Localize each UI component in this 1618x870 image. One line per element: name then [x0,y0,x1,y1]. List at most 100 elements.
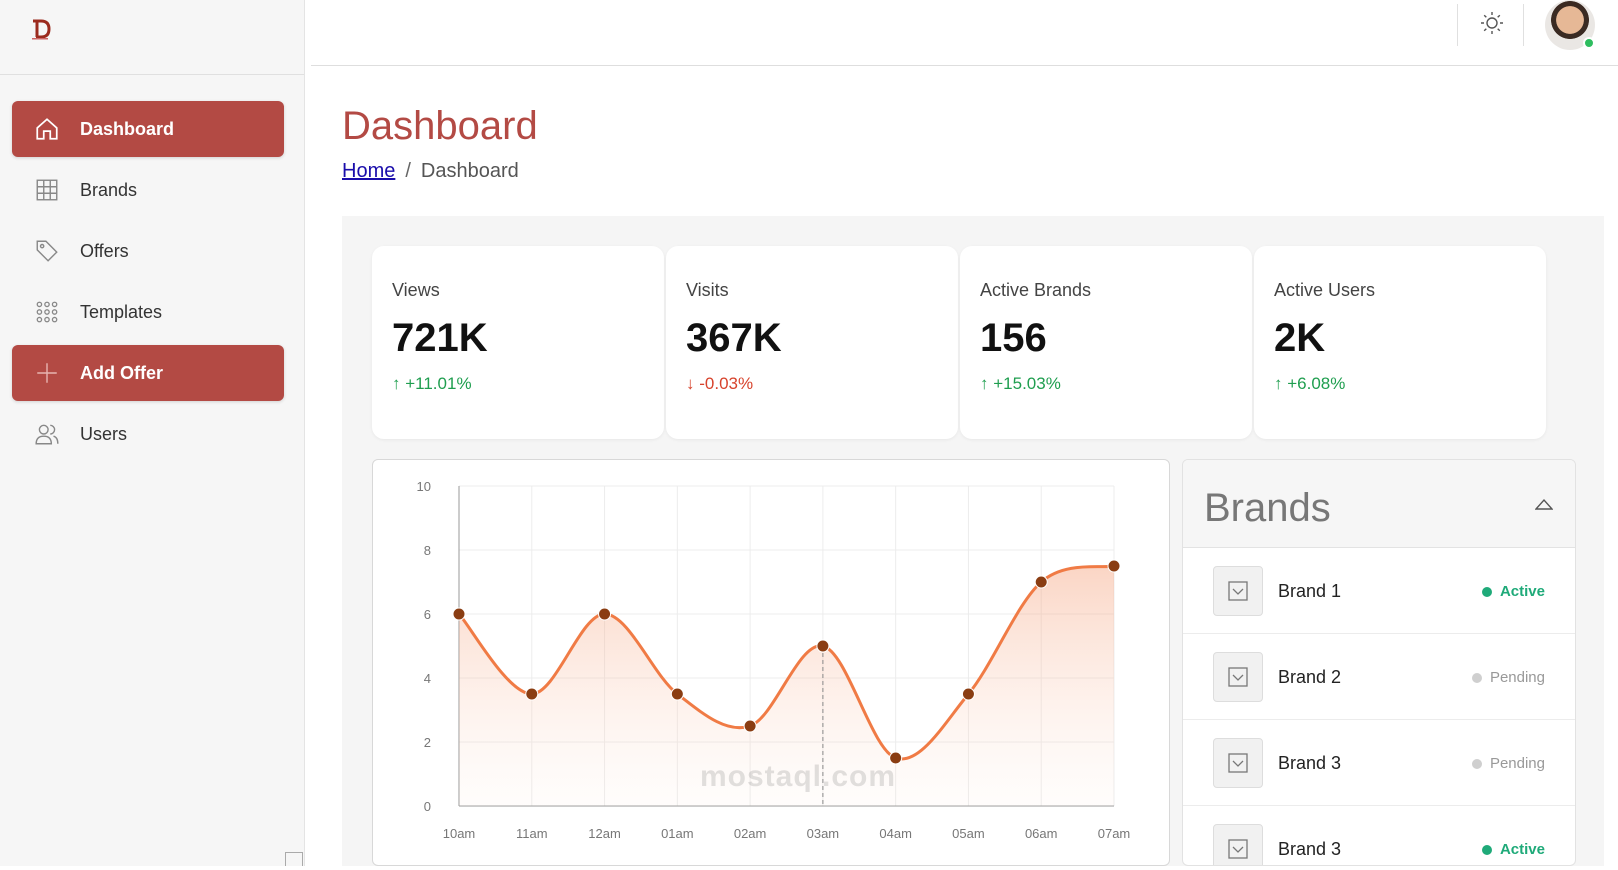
brands-panel: Brands Brand 1 Active Brand 2 Pending Brand … [1182,459,1576,866]
stat-card-visits: Visits 367K ↓ -0.03% [666,246,958,439]
header-divider [1523,4,1524,46]
arrow-up-icon: ↑ [1274,374,1283,393]
status-badge: Active [1481,841,1545,858]
brands-panel-header[interactable]: Brands [1183,460,1575,548]
sidebar-item-templates[interactable]: Templates [12,284,284,340]
status-badge: Pending [1471,669,1545,686]
y-tick-label: 10 [417,479,431,494]
stat-label: Views [392,280,440,300]
brand-logo[interactable] [30,18,52,42]
y-tick-label: 0 [424,799,431,814]
brand-row[interactable]: Brand 3 Pending [1183,720,1575,806]
page-title: Dashboard [342,104,538,148]
brands-list: Brand 1 Active Brand 2 Pending Brand 3 Pendin… [1183,548,1575,865]
x-tick-label: 12am [588,826,621,841]
data-point [525,687,539,701]
sidebar-item-add-offer[interactable]: Add Offer [12,345,284,401]
breadcrumb: Home / Dashboard [342,160,519,183]
stat-change: ↓ -0.03% [686,374,754,393]
arrow-up-icon: ↑ [392,374,401,393]
stat-card-views: Views 721K ↑ +11.01% [372,246,664,439]
sun-icon[interactable] [1479,10,1505,36]
users-icon [34,421,60,447]
chevron-down-icon [1228,581,1248,601]
online-status-dot [1583,37,1595,49]
status-label: Pending [1489,755,1545,772]
data-point [743,719,757,733]
breadcrumb-separator: / [405,160,411,182]
x-tick-label: 04am [879,826,912,841]
arrow-up-icon: ↑ [980,374,989,393]
stat-label: Visits [686,280,729,300]
dots-grid-icon [34,299,60,325]
chevron-down-icon [1228,667,1248,687]
stat-card-active-brands: Active Brands 156 ↑ +15.03% [960,246,1252,439]
sidebar-item-users[interactable]: Users [12,406,284,462]
brand-row[interactable]: Brand 1 Active [1183,548,1575,634]
sidebar-item-label: Add Offer [80,362,163,383]
brands-panel-title: Brands [1204,486,1331,530]
arrow-down-icon: ↓ [686,374,695,393]
stat-card-active-users: Active Users 2K ↑ +6.08% [1254,246,1546,439]
breadcrumb-current: Dashboard [420,160,519,182]
expand-toggle[interactable] [1213,566,1263,616]
x-tick-label: 03am [807,826,840,841]
chevron-up-icon[interactable] [1535,498,1553,510]
stat-label: Active Brands [980,280,1092,300]
sidebar-nav: Dashboard Brands Offers Templates [12,101,284,467]
data-point [452,607,466,621]
sidebar: Dashboard Brands Offers Templates [0,0,305,866]
y-tick-label: 6 [424,607,431,622]
x-tick-label: 05am [952,826,985,841]
x-tick-label: 11am [516,826,548,841]
data-point [670,687,684,701]
expand-toggle[interactable] [1213,738,1263,788]
sidebar-item-dashboard[interactable]: Dashboard [12,101,284,157]
y-tick-label: 2 [424,735,431,750]
line-chart[interactable]: 0 2 4 6 8 10 10am 11am 12am 01am 02am 03am 04am 05am 0… [373,460,1169,865]
sidebar-item-label: Dashboard [80,118,175,139]
stat-change: ↑ +6.08% [1274,374,1346,393]
sidebar-item-brands[interactable]: Brands [12,162,284,218]
stat-value: 367K [686,316,782,360]
status-dot [1481,844,1492,855]
stat-change: ↑ +15.03% [980,374,1061,393]
header-divider [1457,4,1458,46]
data-point [598,607,612,621]
status-badge: Pending [1471,755,1545,772]
brand-row[interactable]: Brand 2 Pending [1183,634,1575,720]
brand-row[interactable]: Brand 3 Active [1183,806,1575,865]
sidebar-item-label: Brands [80,179,138,200]
data-point [1107,559,1121,573]
stat-value: 2K [1274,316,1326,360]
x-tick-label: 10am [443,826,476,841]
status-badge: Active [1481,583,1545,600]
x-tick-label: 06am [1025,826,1058,841]
tag-icon [34,238,60,264]
x-tick-label: 02am [734,826,767,841]
top-header [311,0,1618,66]
sidebar-item-label: Templates [80,301,163,322]
stat-value: 721K [392,316,488,360]
home-icon [34,116,60,142]
grid-icon [34,177,60,203]
data-point [816,639,830,653]
breadcrumb-home-link[interactable]: Home [342,160,396,182]
dashboard-content: Views 721K ↑ +11.01% Visits 367K ↓ -0.03… [342,216,1604,866]
series-line [457,564,1115,761]
chevron-down-icon [1228,839,1248,859]
collapse-sidebar-button[interactable] [285,852,303,866]
y-tick-label: 4 [424,671,431,686]
status-label: Active [1499,841,1545,858]
chevron-down-icon [1228,753,1248,773]
status-dot [1471,672,1482,683]
expand-toggle[interactable] [1213,652,1263,702]
status-dot [1471,758,1482,769]
brand-name: Brand 2 [1278,667,1342,687]
x-tick-label: 01am [661,826,694,841]
sidebar-item-offers[interactable]: Offers [12,223,284,279]
stat-value: 156 [980,316,1047,360]
status-dot [1481,586,1492,597]
expand-toggle[interactable] [1213,824,1263,865]
sidebar-item-label: Offers [80,240,129,261]
